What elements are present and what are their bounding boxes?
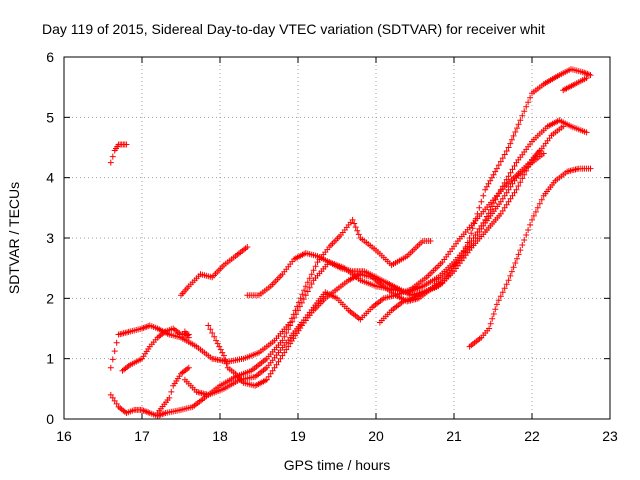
point-markers (119, 325, 192, 374)
point-markers (107, 216, 434, 371)
series-trace-i (376, 66, 594, 326)
point-markers (178, 244, 251, 299)
chart-title: Day 119 of 2015, Sidereal Day-to-day VTE… (42, 21, 545, 37)
point-markers (466, 165, 594, 350)
y-tick-label: 2 (46, 290, 54, 306)
y-tick-label: 4 (46, 170, 54, 186)
y-tick-label: 0 (46, 411, 54, 427)
series-trace-k (466, 165, 594, 350)
plot-frame (63, 56, 611, 420)
point-markers (107, 141, 130, 166)
y-tick-label: 1 (46, 351, 54, 367)
x-tick-label: 20 (368, 428, 384, 444)
x-tick-label: 16 (56, 428, 72, 444)
x-tick-label: 19 (290, 428, 306, 444)
point-markers (154, 364, 192, 416)
point-markers (560, 75, 590, 94)
point-markers (181, 328, 192, 341)
point-markers (376, 66, 594, 326)
y-tick-label: 6 (46, 49, 54, 65)
x-tick-label: 21 (446, 428, 462, 444)
plot-data (107, 66, 594, 419)
series-trace-l (181, 328, 192, 341)
y-tick-label: 3 (46, 230, 54, 246)
y-axis-label: SDTVAR / TECUs (6, 182, 22, 294)
series-trace-j (560, 75, 590, 94)
series-trace-e (178, 244, 251, 299)
x-tick-label: 18 (212, 428, 228, 444)
series-trace-d (119, 325, 192, 374)
x-tick-label: 17 (134, 428, 150, 444)
x-axis: 16 17 18 19 20 21 22 23 (56, 57, 618, 444)
x-tick-label: 23 (602, 428, 618, 444)
x-axis-label: GPS time / hours (284, 457, 391, 473)
x-tick-label: 22 (524, 428, 540, 444)
series-trace-m (154, 364, 192, 416)
series-trace-b (107, 216, 434, 371)
y-tick-label: 5 (46, 109, 54, 125)
series-trace-f (244, 147, 543, 299)
series-trace-a (107, 141, 130, 166)
point-markers (244, 147, 543, 299)
